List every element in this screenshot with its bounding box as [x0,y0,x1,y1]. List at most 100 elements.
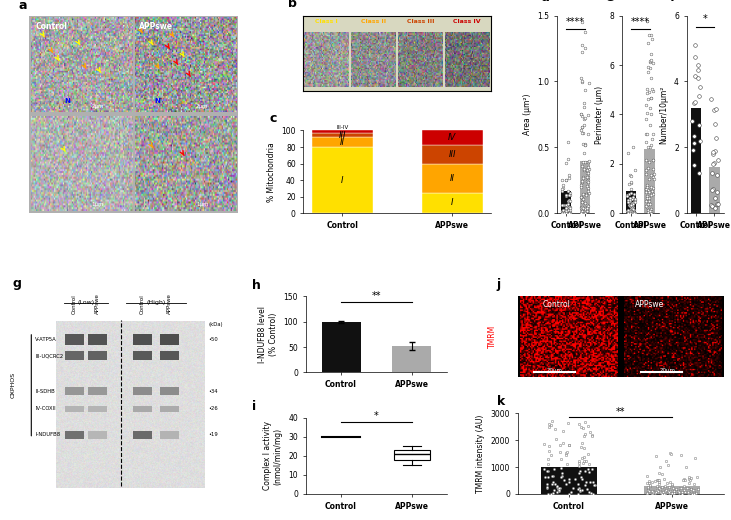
Point [642,186,654,194]
Point [554,484,566,492]
Point [643,95,654,103]
Point [580,189,591,198]
Point [553,486,564,494]
Point [644,143,656,151]
Point [646,489,658,498]
Point [625,204,637,213]
Point [575,203,587,212]
Point [542,479,553,488]
Point [561,176,572,185]
Point [684,475,696,484]
Point [556,185,568,193]
Point [660,486,672,495]
Text: II: II [450,174,455,183]
Point [644,63,656,72]
Point [640,188,652,196]
Point [645,103,656,112]
Point [653,476,664,484]
Point [649,476,661,485]
Text: h: h [251,279,261,292]
Point [563,478,575,486]
Point [622,207,634,216]
Text: Control: Control [72,294,77,314]
Point [662,487,674,495]
Bar [422,192,482,213]
Point [651,486,663,494]
Point [689,454,701,463]
Point [586,432,598,440]
Point [646,135,658,143]
Point [578,102,590,111]
Point [621,207,633,215]
Point [642,192,654,200]
Point [663,488,675,496]
Point [644,121,656,129]
Point [672,487,683,495]
Point [579,43,591,51]
Point [563,209,575,217]
Point [576,438,588,447]
Point [558,209,570,217]
Point [647,87,659,95]
Point [579,199,591,207]
Bar [709,167,719,213]
Point [656,470,668,478]
Point [692,66,704,74]
Point [647,130,659,138]
Point [583,157,594,165]
Point [578,148,590,157]
Point [689,72,700,80]
Point [625,179,637,187]
Point [659,487,671,496]
Point [542,484,553,492]
Point [564,440,575,449]
Point [667,490,678,498]
Point [694,83,705,92]
Point [675,451,687,459]
Point [624,197,635,205]
Text: IV-COXII: IV-COXII [35,407,56,411]
Point [670,485,682,493]
Point [585,478,596,487]
Point [640,197,651,205]
Point [711,200,723,208]
Point [689,98,701,107]
Point [651,452,662,461]
Point [550,482,562,490]
Point [622,148,634,157]
FancyBboxPatch shape [160,431,178,439]
Point [647,488,659,496]
Point [583,111,594,120]
Point [555,447,567,456]
Bar [312,131,373,133]
Point [558,207,569,215]
Point [624,194,635,202]
Point [548,486,560,495]
Point [680,463,692,471]
Point [576,209,588,217]
Point [575,209,587,217]
Text: APPswe: APPswe [635,301,664,309]
Y-axis label: Area (μm²): Area (μm²) [523,94,531,135]
Point [576,454,588,463]
Point [647,156,659,164]
Point [710,134,721,142]
Point [709,194,721,203]
Point [709,147,721,155]
Text: **: ** [372,291,381,302]
Point [583,189,594,197]
PathPatch shape [394,450,430,460]
Point [683,475,695,483]
Point [558,206,570,214]
Point [579,28,591,36]
Point [560,209,572,217]
Point [627,192,639,201]
Bar [422,146,482,164]
Point [576,202,588,211]
Point [643,175,655,183]
Point [575,110,586,119]
Point [642,208,654,216]
Point [686,485,697,493]
Text: Control: Control [36,21,67,31]
Point [563,200,575,208]
